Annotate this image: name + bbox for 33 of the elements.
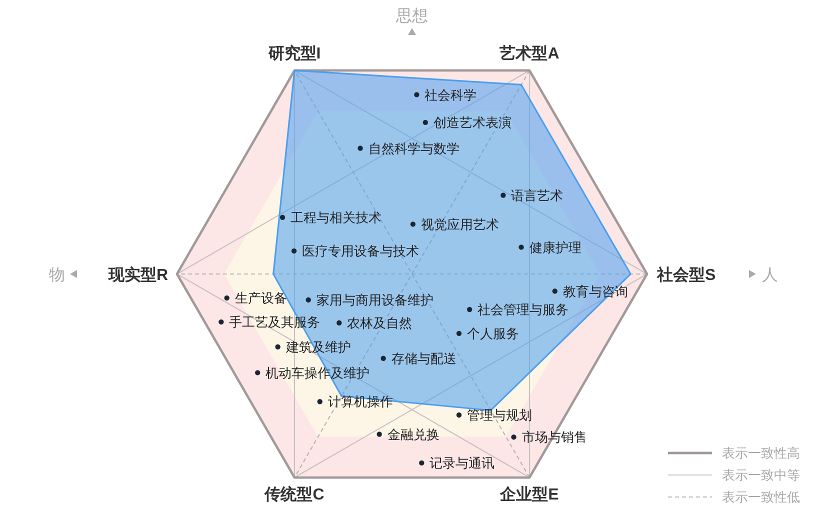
annotation: 管理与规划 (456, 408, 532, 423)
annotation: 思想 (396, 8, 428, 35)
annotation: 市场与销售 (511, 430, 587, 445)
annotation: 人 (749, 267, 778, 284)
annotation: 教育与咨询 (552, 284, 628, 299)
annotation: 自然科学与数学 (358, 140, 460, 156)
category-label: 现实型R (108, 267, 168, 284)
annotation: 创造艺术表演 (422, 115, 512, 130)
annotation: 个人服务 (456, 326, 519, 342)
annotation: 生产设备 (224, 290, 287, 306)
annotation: 农林及自然 (336, 315, 412, 330)
annotation: 语言艺术 (500, 188, 564, 203)
annotation: 工程与相关技术 (280, 210, 382, 225)
annotation: 建筑及维护 (275, 339, 351, 354)
annotation: 记录与通讯 (419, 456, 495, 471)
annotation: 物 (49, 267, 77, 284)
annotation: 存储与配送 (380, 350, 456, 366)
annotation: 金融兑换 (376, 426, 440, 442)
category-label: 研究型I (268, 45, 321, 62)
annotation: 医疗专用设备与技术 (291, 244, 420, 259)
annotation: 表示一致性低 (668, 490, 800, 504)
annotation: 家用与商用设备维护 (306, 292, 434, 308)
annotation: 视觉应用艺术 (410, 216, 499, 232)
annotation: 社会科学 (414, 87, 477, 102)
category-label: 传统型C (264, 486, 324, 504)
category-label: 艺术型A (500, 45, 560, 62)
category-label: 企业型E (500, 486, 559, 504)
category-label: 社会型S (657, 267, 716, 284)
annotation: 表示一致中等 (668, 468, 800, 482)
annotation: 社会管理与服务 (466, 302, 569, 318)
annotation: 手工艺及其服务 (218, 314, 320, 330)
annotation: 表示一致性高 (668, 446, 800, 460)
annotation: 健康护理 (518, 240, 582, 255)
